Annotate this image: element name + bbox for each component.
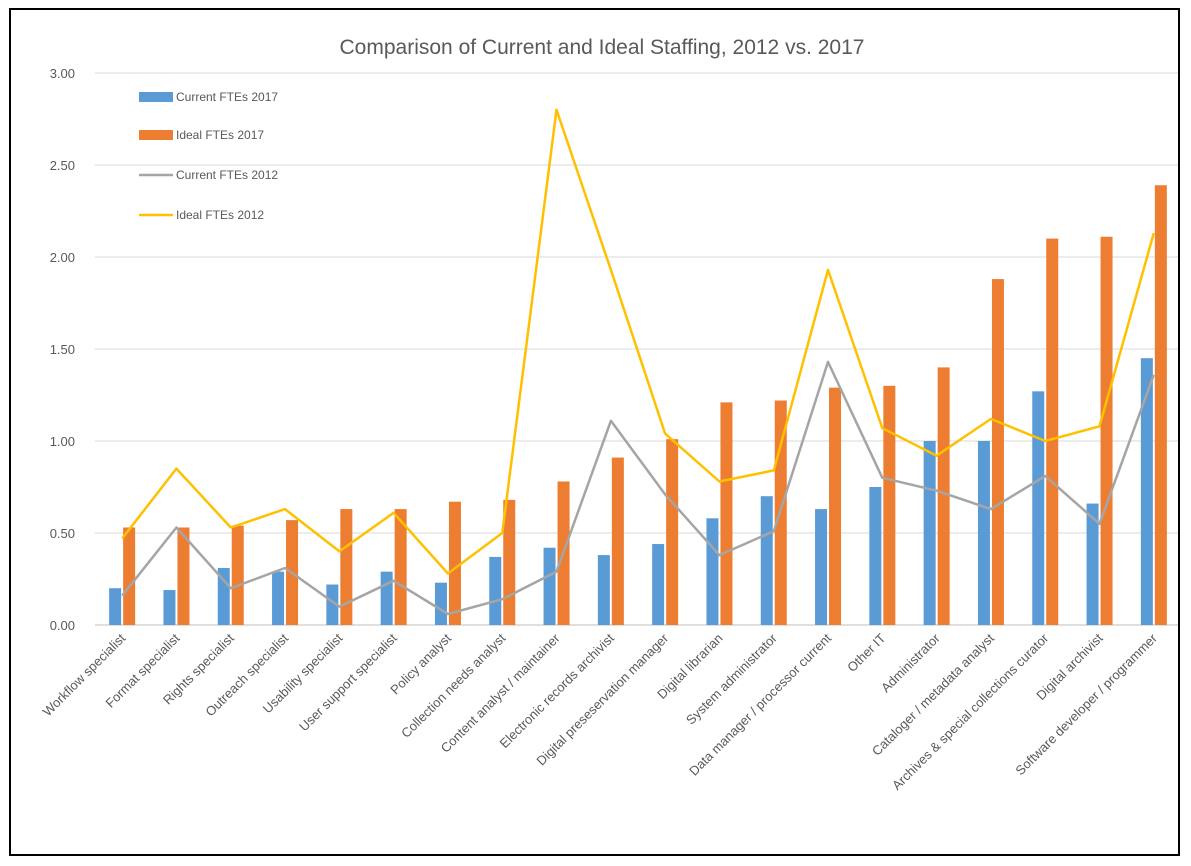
bar-ideal-ftes-2017	[611, 457, 624, 625]
bar-ideal-ftes-2017	[448, 501, 461, 625]
y-tick-label: 1.50	[50, 342, 75, 357]
line-current-ftes-2012	[121, 360, 1155, 616]
bar-current-ftes-2017	[489, 556, 502, 625]
bar-ideal-ftes-2017	[883, 385, 896, 625]
bar-current-ftes-2017	[1086, 503, 1099, 625]
bar-current-ftes-2017	[272, 571, 285, 625]
x-tick-label: Collection needs analyst	[398, 630, 509, 741]
legend-item: Current FTEs 2017	[139, 90, 278, 104]
bar-current-ftes-2017	[706, 518, 719, 625]
bar-ideal-ftes-2017	[1100, 236, 1113, 625]
line-ideal-ftes-2012	[121, 108, 1156, 575]
bar-ideal-ftes-2017	[123, 527, 136, 625]
legend-swatch	[139, 92, 173, 102]
bar-current-ftes-2017	[977, 441, 990, 625]
bar-current-ftes-2017	[923, 441, 936, 625]
bar-ideal-ftes-2017	[991, 279, 1004, 625]
bar-current-ftes-2017	[326, 584, 339, 625]
y-tick-label: 2.00	[50, 250, 75, 265]
bar-current-ftes-2017	[815, 509, 828, 625]
legend-swatch	[139, 130, 173, 140]
legend-item: Current FTEs 2012	[139, 168, 278, 182]
bar-current-ftes-2017	[109, 588, 122, 625]
bar-ideal-ftes-2017	[937, 367, 950, 625]
bar-current-ftes-2017	[163, 590, 176, 625]
bar-current-ftes-2017	[543, 547, 556, 625]
bar-ideal-ftes-2017	[394, 509, 407, 625]
bar-current-ftes-2017	[1032, 391, 1045, 625]
chart-title: Comparison of Current and Ideal Staffing…	[340, 36, 865, 59]
x-tick-label: Other IT	[844, 630, 888, 674]
legend-item: Ideal FTEs 2012	[139, 208, 264, 222]
y-tick-label: 2.50	[50, 158, 75, 173]
bar-current-ftes-2017	[652, 544, 665, 625]
legend-label: Ideal FTEs 2012	[176, 208, 264, 222]
legend-label: Ideal FTEs 2017	[176, 128, 264, 142]
bar-ideal-ftes-2017	[720, 402, 733, 625]
bar-current-ftes-2017	[869, 487, 882, 625]
bar-ideal-ftes-2017	[829, 387, 842, 625]
y-tick-label: 0.00	[50, 618, 75, 633]
staffing-chart: Comparison of Current and Ideal Staffing…	[40, 36, 1178, 793]
y-tick-label: 3.00	[50, 66, 75, 81]
x-tick-label: Electronic records archivist	[497, 630, 618, 751]
legend-label: Current FTEs 2012	[176, 168, 278, 182]
bar-current-ftes-2017	[597, 555, 610, 625]
y-tick-label: 0.50	[50, 526, 75, 541]
bar-current-ftes-2017	[434, 582, 447, 625]
bar-current-ftes-2017	[760, 496, 773, 625]
x-tick-label: User support specialist	[296, 630, 400, 734]
bar-ideal-ftes-2017	[1154, 185, 1167, 626]
bar-ideal-ftes-2017	[1046, 238, 1059, 625]
bar-ideal-ftes-2017	[231, 525, 244, 625]
bar-current-ftes-2017	[1140, 358, 1153, 625]
chart-frame: Comparison of Current and Ideal Staffing…	[9, 8, 1180, 856]
legend-label: Current FTEs 2017	[176, 90, 278, 104]
bar-ideal-ftes-2017	[340, 509, 353, 625]
bar-current-ftes-2017	[380, 571, 393, 625]
bar-ideal-ftes-2017	[666, 439, 679, 625]
legend-item: Ideal FTEs 2017	[139, 128, 264, 142]
x-tick-label: System administrator	[683, 630, 780, 727]
y-tick-label: 1.00	[50, 434, 75, 449]
bar-ideal-ftes-2017	[177, 527, 190, 625]
